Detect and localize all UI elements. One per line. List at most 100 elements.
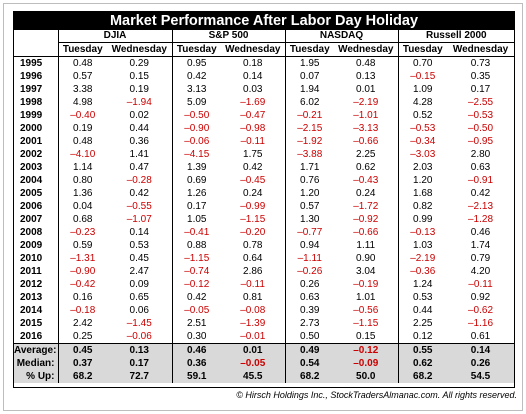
value-cell: 0.09: [129, 279, 149, 290]
value-cell: –1.92: [284, 135, 335, 148]
value-cell: 0.61: [470, 331, 491, 342]
value-cell: –0.91: [468, 175, 494, 186]
value-cell: 2.86: [243, 266, 263, 277]
col-header-wednesday: Wednesday: [334, 42, 399, 57]
value-cell: 0.39: [284, 304, 335, 317]
year-cell: 2008: [20, 227, 43, 238]
summary-label: % Up:: [14, 370, 58, 383]
corner-cell: [14, 42, 58, 57]
value-cell: 4.20: [470, 266, 491, 277]
value-cell: 0.64: [243, 253, 263, 264]
year-cell: 2013: [20, 292, 43, 303]
value-cell: –0.15: [397, 70, 448, 83]
value-cell: 0.46: [171, 343, 222, 357]
copyright-notice: © Hirsch Holdings Inc., StockTradersAlma…: [236, 390, 517, 400]
value-cell: –0.13: [397, 226, 448, 239]
value-cell: –0.56: [353, 305, 379, 316]
value-cell: –1.28: [468, 214, 494, 225]
value-cell: –0.50: [171, 109, 222, 122]
value-cell: –2.19: [397, 252, 448, 265]
value-cell: –0.55: [126, 201, 152, 212]
value-cell: –0.21: [284, 109, 335, 122]
value-cell: –0.74: [171, 265, 222, 278]
value-cell: –3.88: [284, 148, 335, 161]
value-cell: 0.81: [243, 292, 263, 303]
value-cell: –0.19: [353, 279, 379, 290]
year-cell: 1999: [20, 110, 43, 121]
summary-row: % Up: 68.2 72.7 59.1 45.5 68.2 50.0 68.2 54.5: [14, 370, 515, 383]
value-cell: 1.68: [397, 187, 448, 200]
group-header-russell: Russell 2000: [397, 30, 515, 43]
value-cell: 0.62: [356, 162, 376, 173]
value-cell: –1.15: [171, 252, 222, 265]
col-header-tuesday: Tuesday: [284, 42, 335, 57]
value-cell: –0.53: [468, 110, 494, 121]
value-cell: 0.04: [57, 200, 107, 213]
value-cell: 1.75: [243, 149, 263, 160]
value-cell: –0.45: [240, 175, 266, 186]
value-cell: 0.57: [57, 70, 107, 83]
value-cell: –1.72: [353, 201, 379, 212]
value-cell: –0.99: [240, 201, 266, 212]
value-cell: –0.05: [171, 304, 222, 317]
value-cell: 0.14: [447, 343, 515, 357]
value-cell: 0.47: [129, 162, 149, 173]
value-cell: 0.36: [171, 357, 222, 370]
value-cell: 0.55: [397, 343, 448, 357]
value-cell: 0.42: [171, 291, 222, 304]
value-cell: 68.2: [397, 370, 448, 383]
value-cell: 0.29: [129, 58, 149, 69]
value-cell: 2.42: [57, 317, 107, 330]
value-cell: –1.94: [126, 97, 152, 108]
table-row: 1998 4.98 –1.94 5.09 –1.69 6.02 –2.19 4.28 –2.55: [14, 96, 514, 109]
year-cell: 2012: [20, 279, 43, 290]
table-row: 2002 –4.10 1.41 –4.15 1.75 –3.88 2.25 –3.03 2.80: [14, 148, 514, 161]
year-cell: 2002: [20, 149, 43, 160]
corner-cell: [14, 30, 58, 43]
value-cell: 1.20: [397, 174, 448, 187]
value-cell: –1.31: [57, 252, 107, 265]
year-cell: 1997: [20, 84, 43, 95]
value-cell: 0.24: [356, 188, 376, 199]
value-cell: 0.49: [284, 343, 335, 357]
year-cell: 2006: [20, 201, 43, 212]
value-cell: 0.44: [397, 304, 448, 317]
value-cell: 0.48: [57, 56, 107, 70]
value-cell: 1.24: [397, 278, 448, 291]
value-cell: 1.01: [356, 292, 376, 303]
table-row: 1999 –0.40 0.02 –0.50 –0.47 –0.21 –1.01 0.52 –0.…: [14, 109, 514, 122]
value-cell: 2.51: [171, 317, 222, 330]
value-cell: 0.16: [57, 291, 107, 304]
summary-label: Average:: [14, 343, 58, 357]
table-row: 2006 0.04 –0.55 0.17 –0.99 0.57 –1.72 0.82 –2.13: [14, 200, 514, 213]
value-cell: –0.47: [240, 110, 266, 121]
value-cell: 1.11: [356, 240, 376, 251]
value-cell: 2.03: [397, 161, 448, 174]
value-cell: –3.13: [353, 123, 379, 134]
table-row: 2007 0.68 –1.07 1.05 –1.15 1.30 –0.92 0.99 –1.28: [14, 213, 514, 226]
summary-row: Median: 0.37 0.17 0.36 –0.05 0.54 –0.09 0.62 0.2…: [14, 357, 515, 370]
value-cell: 0.99: [397, 213, 448, 226]
value-cell: 3.04: [356, 266, 376, 277]
value-cell: 0.25: [57, 330, 107, 344]
value-cell: 0.48: [356, 58, 376, 69]
value-cell: 0.01: [356, 84, 376, 95]
year-cell: 1996: [20, 71, 43, 82]
value-cell: –0.66: [353, 227, 379, 238]
value-cell: 0.76: [284, 174, 335, 187]
value-cell: 0.30: [171, 330, 222, 344]
value-cell: 0.78: [243, 240, 263, 251]
value-cell: 2.25: [397, 317, 448, 330]
table-row: 2011 –0.90 2.47 –0.74 2.86 –0.26 3.04 –0.36 4.20: [14, 265, 514, 278]
table-row: 2005 1.36 0.42 1.26 0.24 1.20 0.24 1.68 0.42: [14, 187, 514, 200]
col-header-wednesday: Wednesday: [107, 42, 173, 57]
value-cell: 0.54: [284, 357, 335, 370]
value-cell: –1.15: [240, 214, 266, 225]
summary-row: Average: 0.45 0.13 0.46 0.01 0.49 –0.12 0.55 0.1…: [14, 343, 515, 357]
value-cell: –0.20: [240, 227, 266, 238]
performance-table: DJIA S&P 500 NASDAQ Russell 2000 Tuesday…: [14, 30, 515, 383]
table-row: 2003 1.14 0.47 1.39 0.42 1.71 0.62 2.03 0.63: [14, 161, 514, 174]
value-cell: –0.95: [468, 136, 494, 147]
year-cell: 1998: [20, 97, 43, 108]
value-cell: 1.03: [397, 239, 448, 252]
